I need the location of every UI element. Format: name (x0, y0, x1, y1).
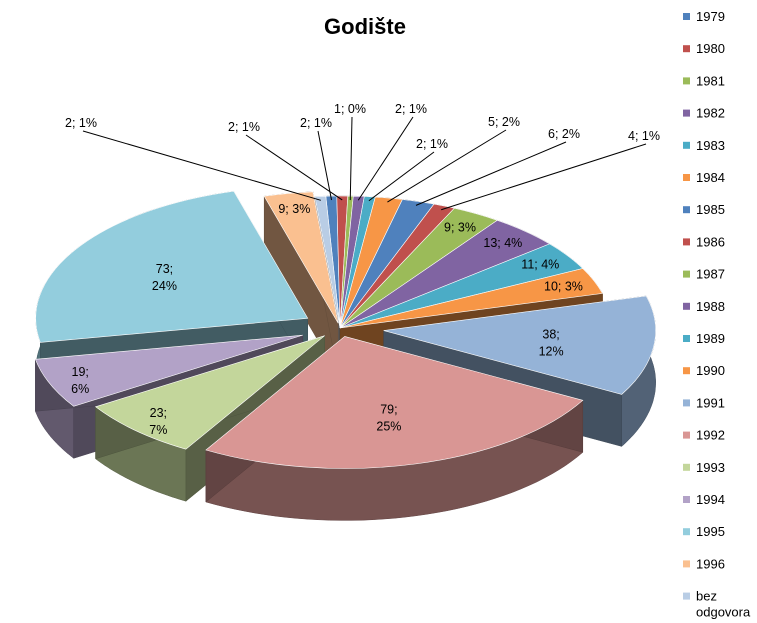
legend-swatch-1981 (683, 77, 690, 85)
legend-label-bez-odgovora: bez (696, 589, 717, 604)
legend-label-1985: 1985 (696, 202, 725, 217)
data-label-1982: 2; 1% (395, 102, 427, 116)
leader-line-1979 (317, 130, 333, 201)
legend-swatch-1986 (683, 238, 690, 246)
legend-label-1995: 1995 (696, 524, 725, 539)
legend: 1979 1980 1981 1982 1983 1984 1985 1986 1987 1988… (683, 9, 751, 620)
leader-line-1980 (245, 134, 343, 201)
data-label-1987: 9; 3% (444, 221, 476, 235)
data-label-bez-odgovora: 2; 1% (65, 116, 97, 130)
legend-label-1996: 1996 (696, 556, 725, 571)
legend-label-1982: 1982 (696, 106, 725, 121)
legend-swatch-1988 (683, 302, 690, 310)
legend-label-1988: 1988 (696, 299, 725, 314)
legend-swatch-1983 (683, 141, 690, 149)
legend-label-1992: 1992 (696, 428, 725, 443)
data-label-pct-1991: 12% (539, 344, 564, 358)
slice-1994 (34, 334, 303, 407)
data-label-1979: 2; 1% (300, 116, 332, 130)
legend-swatch-1982 (683, 109, 690, 117)
slice-1996 (263, 191, 339, 324)
data-label-pct-1992: 25% (376, 419, 401, 433)
data-label-1992: 79; (380, 402, 397, 416)
data-label-1980: 2; 1% (228, 120, 260, 134)
leader-line-1981 (349, 116, 353, 201)
legend-swatch-1994 (683, 496, 690, 503)
data-label-1993: 23; (150, 406, 167, 420)
leader-line-1984 (387, 129, 507, 203)
legend-label-1990: 1990 (696, 363, 725, 378)
data-label-1984: 5; 2% (488, 115, 520, 129)
legend-label-1980: 1980 (696, 41, 725, 56)
data-label-1983: 2; 1% (416, 137, 448, 151)
data-label-1996: 9; 3% (278, 202, 310, 216)
legend-label-1983: 1983 (696, 138, 725, 153)
slice-bez-odgovora (314, 195, 341, 329)
data-label-1985: 6; 2% (548, 127, 580, 141)
legend-label-1981: 1981 (696, 73, 725, 88)
legend-label-1987: 1987 (696, 267, 725, 282)
slice-1993 (94, 335, 325, 450)
data-label-1990: 10; 3% (544, 279, 583, 293)
legend-label-1991: 1991 (696, 395, 725, 410)
leader-line-bez-odgovora (82, 130, 321, 201)
legend-label-1979: 1979 (696, 9, 725, 24)
legend-swatch-1991 (683, 399, 690, 407)
legend-label-1986: 1986 (696, 234, 725, 249)
legend-swatch-1984 (683, 174, 690, 181)
legend-swatch-1979 (683, 13, 690, 20)
legend-label-bez-odgovora-line2: odgovora (696, 605, 751, 620)
leader-line-1985 (415, 141, 567, 206)
legend-swatch-1992 (683, 431, 690, 439)
data-label-pct-1993: 7% (149, 423, 167, 437)
leader-line-1986 (441, 143, 647, 211)
chart-title: Godište (324, 14, 406, 39)
legend-swatch-bez-odgovora (683, 592, 690, 600)
leader-line-1982 (357, 116, 414, 201)
data-label-1981: 1; 0% (334, 102, 366, 116)
data-label-1988: 13; 4% (483, 236, 522, 250)
leader-line-1983 (368, 151, 435, 202)
legend-label-1989: 1989 (696, 331, 725, 346)
slice-1991 (383, 295, 656, 395)
data-label-1991: 38; (542, 327, 559, 341)
legend-swatch-1995 (683, 528, 690, 536)
data-label-1995: 73; (156, 262, 173, 276)
legend-swatch-1996 (683, 560, 690, 568)
legend-swatch-1993 (683, 463, 690, 471)
legend-label-1994: 1994 (696, 492, 725, 507)
data-label-1986: 4; 1% (628, 129, 660, 143)
legend-label-1993: 1993 (696, 460, 725, 475)
legend-swatch-1987 (683, 270, 690, 278)
slice-tops (34, 190, 656, 469)
slice-1990 (339, 268, 603, 329)
data-label-1989: 11; 4% (521, 257, 559, 271)
legend-swatch-1989 (683, 335, 690, 342)
data-label-1994: 19; (72, 365, 89, 379)
data-label-pct-1994: 6% (71, 382, 89, 396)
legend-swatch-1980 (683, 45, 690, 53)
legend-swatch-1985 (683, 206, 690, 214)
legend-label-1984: 1984 (696, 170, 725, 185)
slice-1992 (205, 336, 584, 469)
slice-1995 (35, 190, 309, 343)
data-label-pct-1995: 24% (152, 279, 177, 293)
data-labels: 2; 1%2; 1%1; 0% 2; 1%2; 1%5; 2%6; 2% 4; 1%… (65, 102, 660, 437)
legend-swatch-1990 (683, 367, 690, 375)
